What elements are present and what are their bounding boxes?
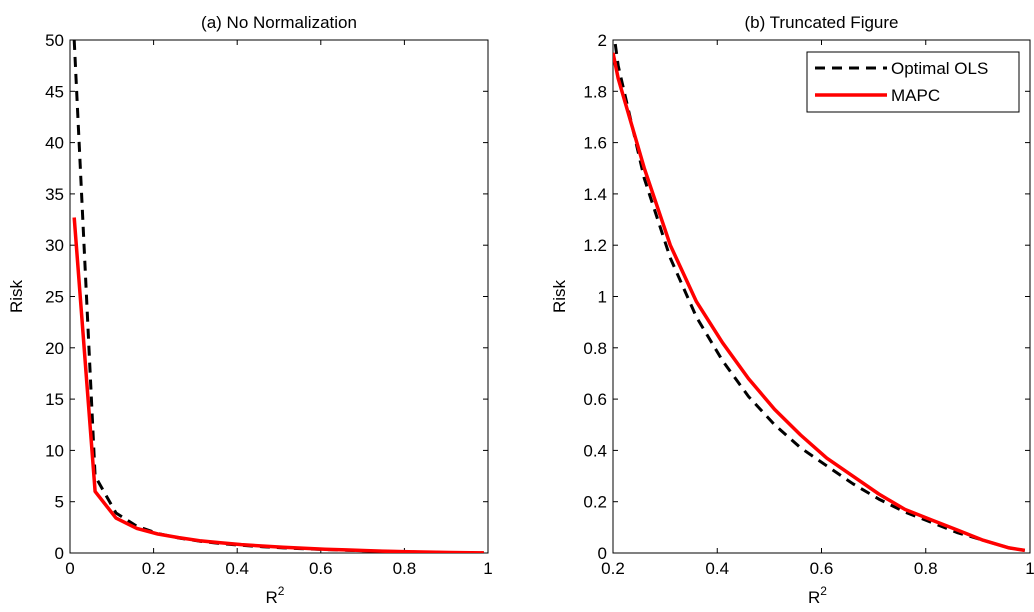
x-tick-label: 0.2: [142, 559, 166, 578]
y-tick-label: 1.2: [583, 236, 607, 255]
y-axis-label: Risk: [7, 279, 26, 313]
series-layer: [72, 40, 484, 553]
x-tick-label: 0.4: [705, 559, 729, 578]
x-tick-label: 1: [483, 559, 492, 578]
x-axis-label-superscript: 2: [820, 584, 827, 598]
legend-label: MAPC: [891, 86, 940, 105]
y-tick-label: 1: [598, 288, 607, 307]
x-tick-label: 0.8: [393, 559, 417, 578]
plot-frame: [612, 39, 1031, 554]
x-tick-label: 0.6: [309, 559, 333, 578]
y-tick-label: 35: [45, 185, 64, 204]
legend-label: Optimal OLS: [891, 59, 988, 78]
plot-frame: [69, 39, 489, 554]
y-tick-label: 50: [45, 31, 64, 50]
series-line-mapc: [72, 217, 484, 553]
y-tick-label: 40: [45, 134, 64, 153]
y-tick-label: 1.8: [583, 82, 607, 101]
y-tick-label: 30: [45, 236, 64, 255]
y-tick-label: 25: [45, 288, 64, 307]
x-tick-label: 0.6: [810, 559, 834, 578]
y-tick-label: 0: [55, 544, 64, 563]
series-line-optimal-ols: [72, 40, 484, 553]
series-line-mapc: [613, 52, 1026, 553]
x-tick-label: 0.8: [914, 559, 938, 578]
y-tick-label: 15: [45, 390, 64, 409]
legend: Optimal OLS MAPC: [806, 51, 1020, 113]
series-layer: [613, 40, 1026, 553]
y-axis-label: Risk: [550, 279, 569, 313]
y-tick-label: 10: [45, 441, 64, 460]
y-tick-label: 2: [598, 31, 607, 50]
y-tick-label: 5: [55, 493, 64, 512]
x-tick-label: 0.2: [601, 559, 625, 578]
y-tick-label: 45: [45, 82, 64, 101]
chart-title: (b) Truncated Figure: [744, 13, 898, 32]
series-line-optimal-ols: [613, 40, 1026, 552]
panel-truncated-figure: 0.2 0.4 0.6 0.8 100.20.40.60.811.21.41.61.82…: [550, 13, 1034, 607]
x-axis-label-superscript: 2: [278, 584, 285, 598]
y-tick-label: 0.6: [583, 390, 607, 409]
y-tick-label: 0: [598, 544, 607, 563]
y-tick-label: 0.8: [583, 339, 607, 358]
y-tick-label: 20: [45, 339, 64, 358]
x-axis-label: R2: [808, 584, 827, 607]
legend-box: [806, 51, 1020, 113]
x-tick-label: 0.4: [225, 559, 249, 578]
y-tick-label: 1.6: [583, 134, 607, 153]
y-tick-label: 0.4: [583, 441, 607, 460]
x-tick-label: 1: [1025, 559, 1034, 578]
chart-title: (a) No Normalization: [201, 13, 357, 32]
y-tick-label: 0.2: [583, 493, 607, 512]
y-tick-label: 1.4: [583, 185, 607, 204]
x-tick-label: 0: [65, 559, 74, 578]
x-axis-label: R2: [266, 584, 285, 607]
